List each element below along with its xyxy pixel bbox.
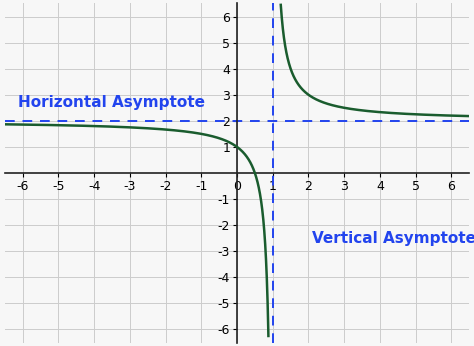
Text: Vertical Asymptote: Vertical Asymptote [312, 231, 474, 246]
Text: Horizontal Asymptote: Horizontal Asymptote [18, 95, 205, 110]
